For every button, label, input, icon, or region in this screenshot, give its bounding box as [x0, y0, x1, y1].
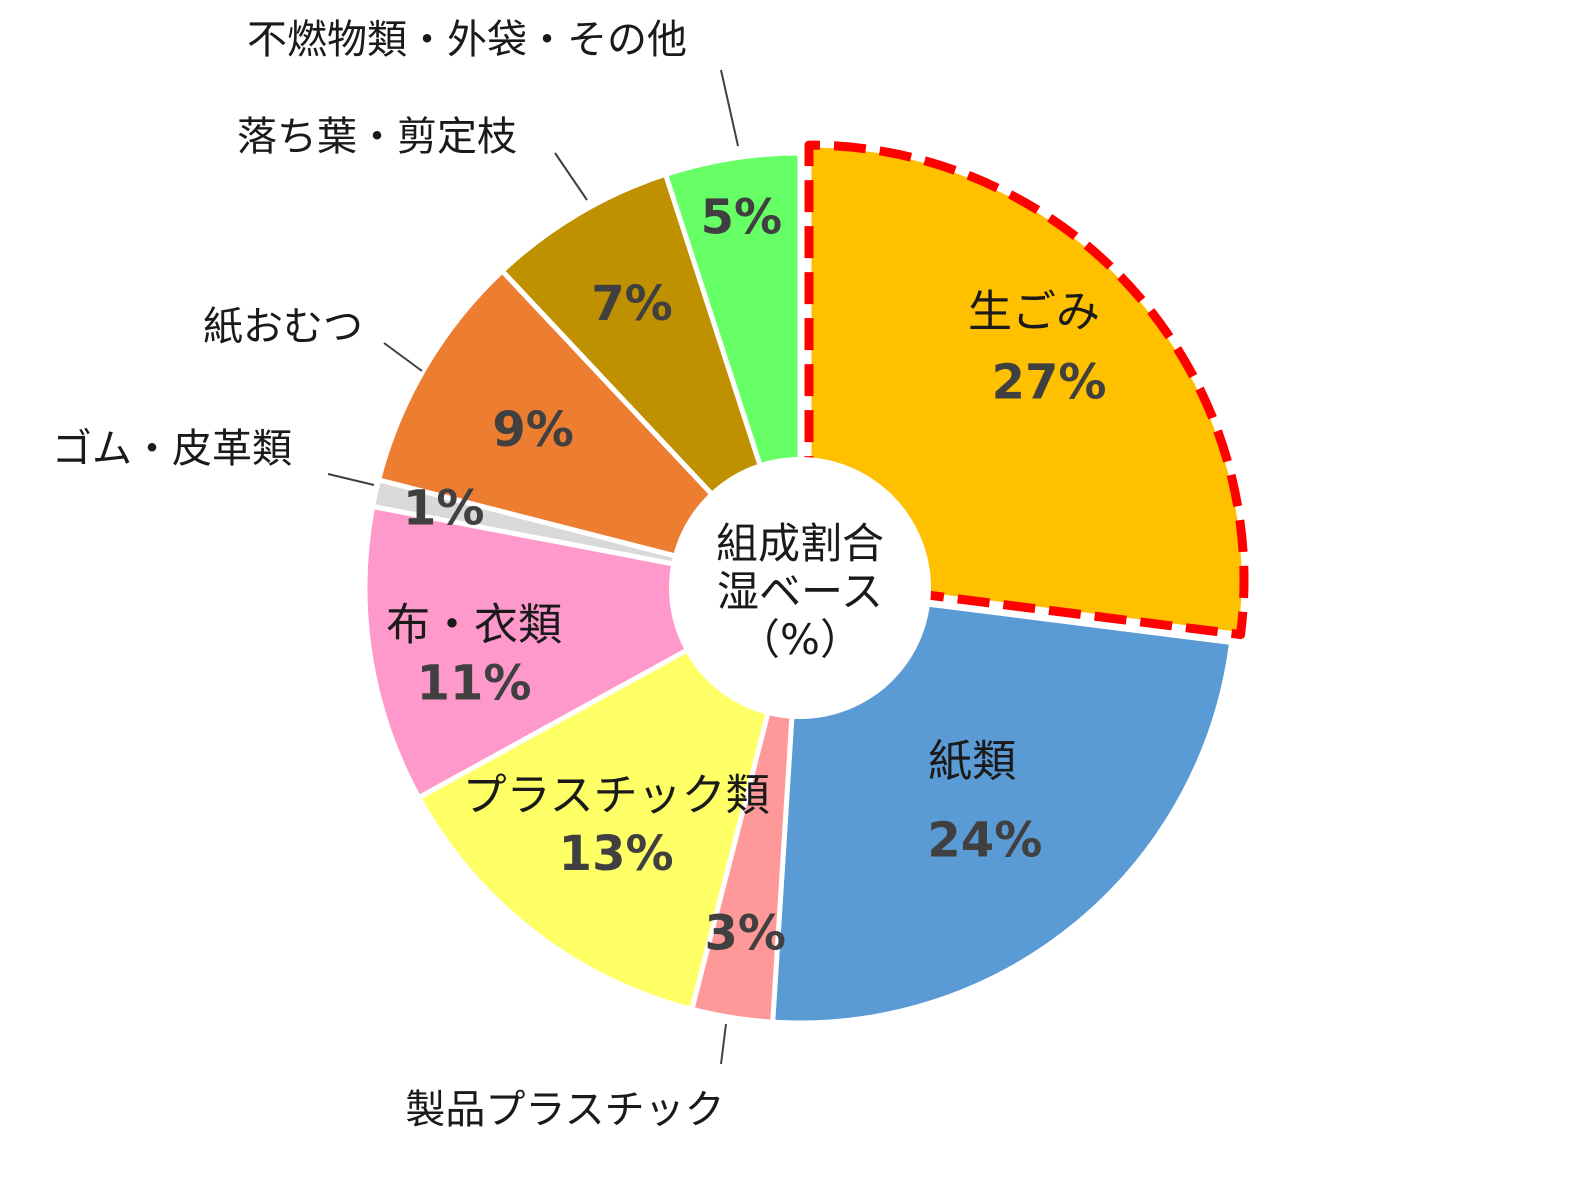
slice-category-label: ゴム・皮革類 [52, 426, 292, 472]
slice-category-label: 紙類 [928, 736, 1016, 787]
center-hole: 組成割合 湿ベース （%） [669, 457, 931, 719]
slice-value-label: 24% [927, 812, 1042, 868]
center-label-line-2: 湿ベース [717, 567, 883, 616]
leader-line [554, 152, 588, 201]
slice-category-label: 布・衣類 [386, 600, 562, 651]
slice-value-label: 13% [559, 826, 674, 882]
leader-line [720, 1023, 727, 1065]
slice-category-label: 製品プラスチック [405, 1087, 724, 1133]
slice-category-label: 生ごみ [968, 287, 1100, 338]
leader-line [720, 69, 739, 147]
center-hole-circle [669, 457, 931, 719]
leader-lines [327, 69, 739, 1065]
slice-value-label: 5% [701, 190, 783, 246]
center-label-line-1: 組成割合 [716, 519, 884, 568]
highlight-outline [804, 140, 1249, 640]
leader-line [383, 342, 423, 372]
slice-value-label: 7% [591, 276, 673, 332]
slice-labels: 27% 生ごみ 24% 紙類 3% 製品プラスチック 13%プラスチック類 11%布・衣類 1%… [52, 17, 1106, 1133]
slice-category-label: 落ち葉・剪定枝 [237, 114, 517, 160]
slice-category-label: 不燃物類・外袋・その他 [247, 17, 687, 63]
slice-category-label: 紙おむつ [203, 304, 363, 350]
slice-category-label: プラスチック類 [463, 770, 770, 821]
pie-slice [416, 585, 803, 1012]
leader-line [327, 473, 375, 486]
slice-value-label: 1% [403, 480, 485, 536]
slice-value-label: 11% [417, 656, 532, 712]
pie-slice [770, 585, 1235, 1026]
pie-slice [376, 268, 803, 591]
slice-value-label: 27% [992, 354, 1107, 410]
center-label-line-3: （%） [738, 615, 862, 664]
slice-value-label: 3% [704, 906, 786, 962]
slice-value-label: 9% [492, 402, 574, 458]
